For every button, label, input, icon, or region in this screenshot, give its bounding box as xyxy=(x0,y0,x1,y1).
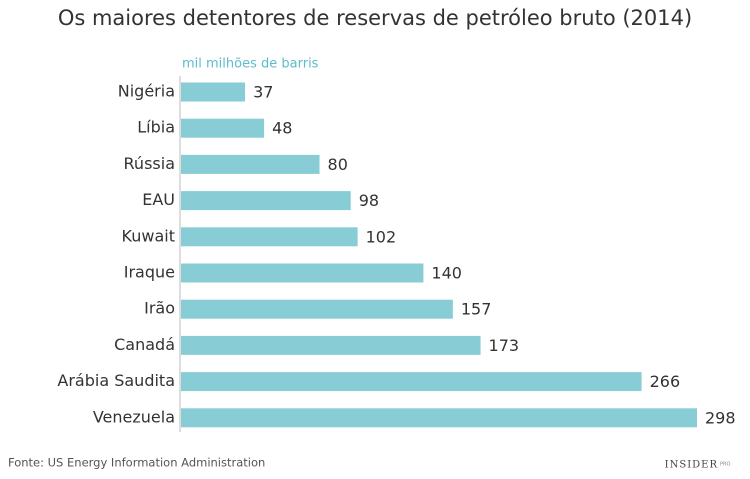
value-label: 48 xyxy=(272,119,292,138)
value-label: 157 xyxy=(461,300,492,319)
bar xyxy=(181,82,246,102)
bar xyxy=(181,191,351,211)
bar xyxy=(181,118,265,138)
value-label: 80 xyxy=(328,155,348,174)
bar xyxy=(181,335,481,355)
y-tick-label: Líbia xyxy=(137,118,175,137)
bar xyxy=(181,263,424,283)
y-tick-label: Iraque xyxy=(124,263,175,282)
source: Fonte: US Energy Information Administrat… xyxy=(8,456,265,470)
bar xyxy=(181,299,453,319)
value-label: 173 xyxy=(489,336,520,355)
value-label: 266 xyxy=(650,372,681,391)
bar xyxy=(181,227,358,247)
chart-title: Os maiores detentores de reservas de pet… xyxy=(58,6,692,30)
y-tick-label: Arábia Saudita xyxy=(57,371,175,390)
unit-label: mil milhões de barris xyxy=(182,57,319,72)
bar xyxy=(181,154,320,174)
value-label: 37 xyxy=(253,83,273,102)
y-tick-label: Nigéria xyxy=(118,82,175,101)
y-tick-label: EAU xyxy=(142,190,175,209)
y-tick-label: Canadá xyxy=(114,335,175,354)
value-label: 298 xyxy=(705,408,736,427)
logo: INSIDER xyxy=(665,460,718,471)
y-tick-label: Rússia xyxy=(124,154,175,173)
y-tick-label: Irão xyxy=(144,299,175,318)
logo-sub: PRO xyxy=(720,462,730,468)
value-label: 102 xyxy=(366,227,397,246)
value-label: 98 xyxy=(359,191,379,210)
value-label: 140 xyxy=(431,264,462,283)
bar xyxy=(181,408,697,428)
y-tick-label: Kuwait xyxy=(122,226,175,245)
y-tick-label: Venezuela xyxy=(93,407,175,426)
bar xyxy=(181,372,642,392)
